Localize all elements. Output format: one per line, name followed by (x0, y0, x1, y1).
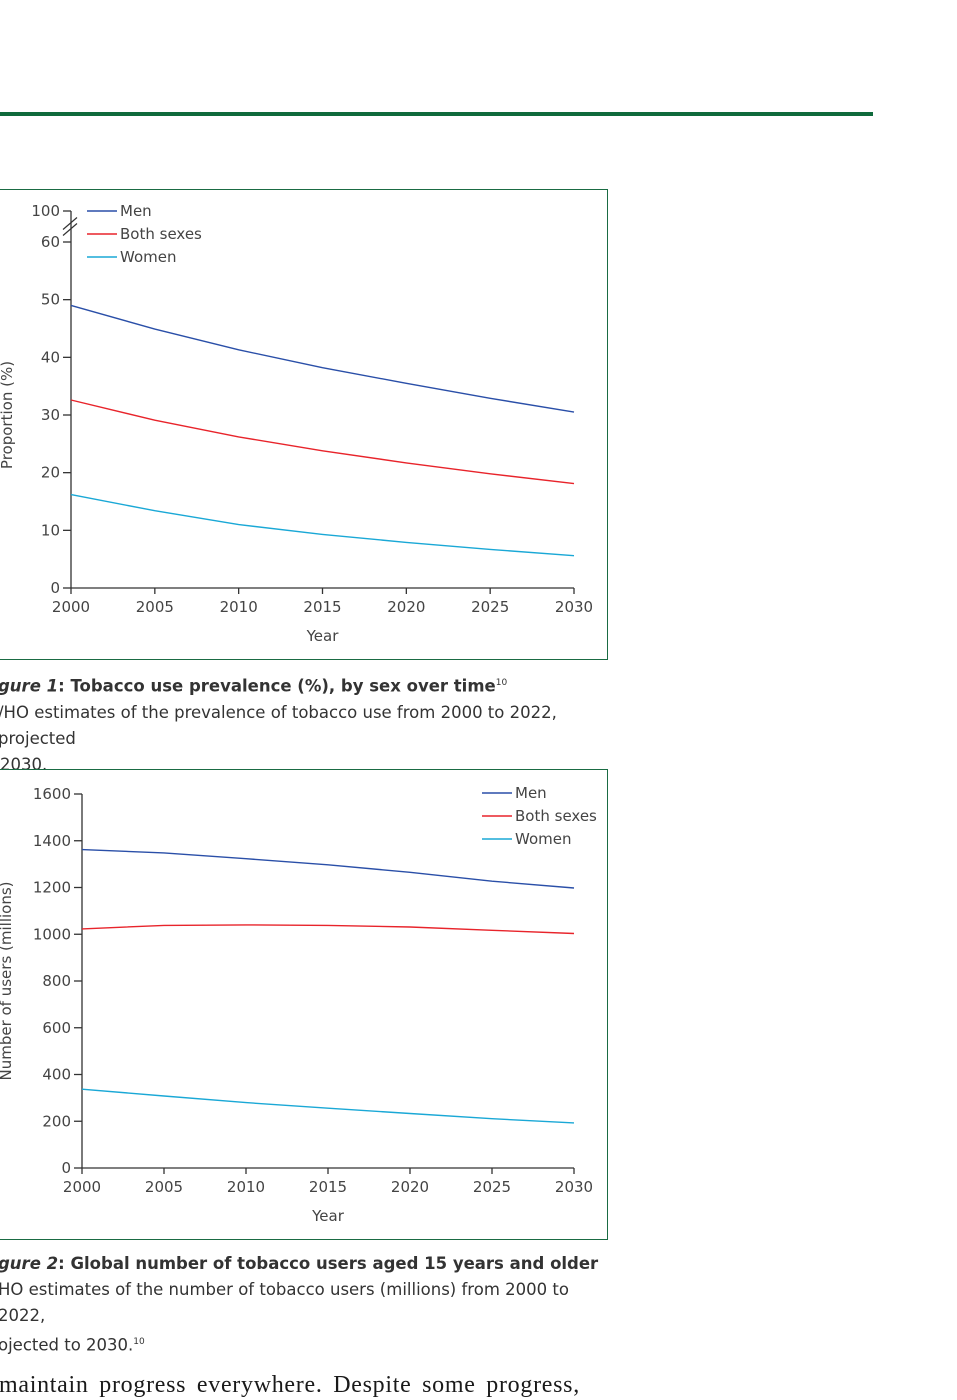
chart-1-axis-break-mark-1 (62, 217, 78, 230)
figure-1-caption-line-2: 2030. (0, 754, 48, 774)
prevalence-chart: 2000 2005 2010 2015 2020 2025 2030Year01020304… (0, 202, 593, 645)
figure-1-caption: gure 1: Tobacco use prevalence (%), by s… (0, 670, 618, 778)
chart-2-y-tick-label-200: 200 (42, 1112, 71, 1130)
chart-2-series-women (81, 1088, 575, 1124)
chart-2-y-tick-label-600: 600 (42, 1019, 71, 1037)
chart-2-x-tick-label-2000: 2000 (63, 1178, 101, 1196)
chart-2-y-tick-label-800: 800 (42, 972, 71, 990)
chart-2-x-axis-title: Year (311, 1207, 345, 1225)
body-text: maintain progress everywhere. Despite so… (0, 1372, 580, 1398)
chart-2-series-men (81, 848, 575, 889)
figure-2-caption-line-2: ojected to 2030.10 (0, 1335, 145, 1355)
chart-2-x-tick-label-2010: 2010 (227, 1178, 265, 1196)
figure-2-caption-line-1: HO estimates of the number of tobacco us… (0, 1280, 569, 1325)
figure-2-caption: gure 2: Global number of tobacco users a… (0, 1251, 618, 1359)
chart-2-x-tick-label-2020: 2020 (391, 1178, 429, 1196)
chart-2-y-tick-label-1600: 1600 (33, 785, 71, 803)
chart-2-y-tick-label-0: 0 (61, 1159, 71, 1177)
chart-1-x-axis-title: Year (306, 627, 340, 645)
chart-1-x-tick-label-2020: 2020 (387, 598, 425, 616)
chart-1-x-tick-label-2000: 2000 (52, 598, 90, 616)
chart-1-series-men (70, 304, 575, 413)
chart-1-x-tick-label-2025: 2025 (471, 598, 509, 616)
figure-1-caption-title: gure 1: Tobacco use prevalence (%), by s… (0, 676, 508, 696)
chart-2-series-both-sexes (81, 924, 575, 935)
chart-2-y-tick-label-400: 400 (42, 1066, 71, 1084)
chart-1-series-women (70, 493, 575, 557)
chart-2-legend-label-both-sexes: Both sexes (515, 807, 597, 825)
chart-1-x-tick-label-2030: 2030 (555, 598, 593, 616)
chart-1-legend-label-both-sexes: Both sexes (120, 225, 202, 243)
chart-2-x-tick-label-2015: 2015 (309, 1178, 347, 1196)
chart-1-axis-break-mark-2 (62, 223, 78, 236)
figure-1-panel: 2000 2005 2010 2015 2020 2025 2030 Year 0 10 20 30 4… (0, 189, 608, 660)
chart-2-legend-label-men: Men (515, 784, 547, 802)
chart-2-y-tick-label-1200: 1200 (33, 879, 71, 897)
figure-2-caption-title: gure 2: Global number of tobacco users a… (0, 1254, 599, 1273)
chart-1-y-tick-label-50: 50 (41, 291, 60, 309)
users-chart: 2000 2005 2010 2015 2020 2025 2030 Year 0 200 400 6… (0, 784, 597, 1225)
chart-1-y-tick-label-10: 10 (41, 521, 60, 539)
chart-1-y-tick-label-30: 30 (41, 406, 60, 424)
chart-1-legend-label-women: Women (120, 248, 176, 266)
chart-1-y-tick-label-60: 60 (41, 233, 60, 251)
chart-1-series-both-sexes (70, 399, 575, 485)
chart-2-x-tick-label-2030: 2030 (555, 1178, 593, 1196)
chart-1-y-tick-label-100: 100 (31, 202, 60, 220)
figure-1-caption-line-1: /HO estimates of the prevalence of tobac… (0, 702, 557, 748)
chart-2-x-tick-label-2005: 2005 (145, 1178, 183, 1196)
chart-1-y-tick-label-20: 20 (41, 464, 60, 482)
chart-2-legend-label-women: Women (515, 830, 571, 848)
chart-2-y-tick-label-1400: 1400 (33, 832, 71, 850)
chart-2-x-tick-label-2025: 2025 (473, 1178, 511, 1196)
chart-1-x-tick-label-2010: 2010 (220, 598, 258, 616)
chart-2-y-axis-title: Number of users (millions) (0, 881, 15, 1080)
chart-1-y-tick-label-0: 0 (50, 579, 60, 597)
chart-1-legend-label-men: Men (120, 202, 152, 220)
chart-1-y-axis-title: Proportion (%) (0, 361, 16, 469)
header-rule (0, 112, 873, 116)
chart-1-y-tick-label-40: 40 (41, 348, 60, 366)
chart-2-y-tick-label-1000: 1000 (33, 925, 71, 943)
figure-2-panel: 2000 2005 2010 2015 2020 2025 2030 Year 0 200 400 6… (0, 769, 608, 1240)
chart-1-x-tick-label-2015: 2015 (303, 598, 341, 616)
chart-1-x-tick-label-2005: 2005 (136, 598, 174, 616)
